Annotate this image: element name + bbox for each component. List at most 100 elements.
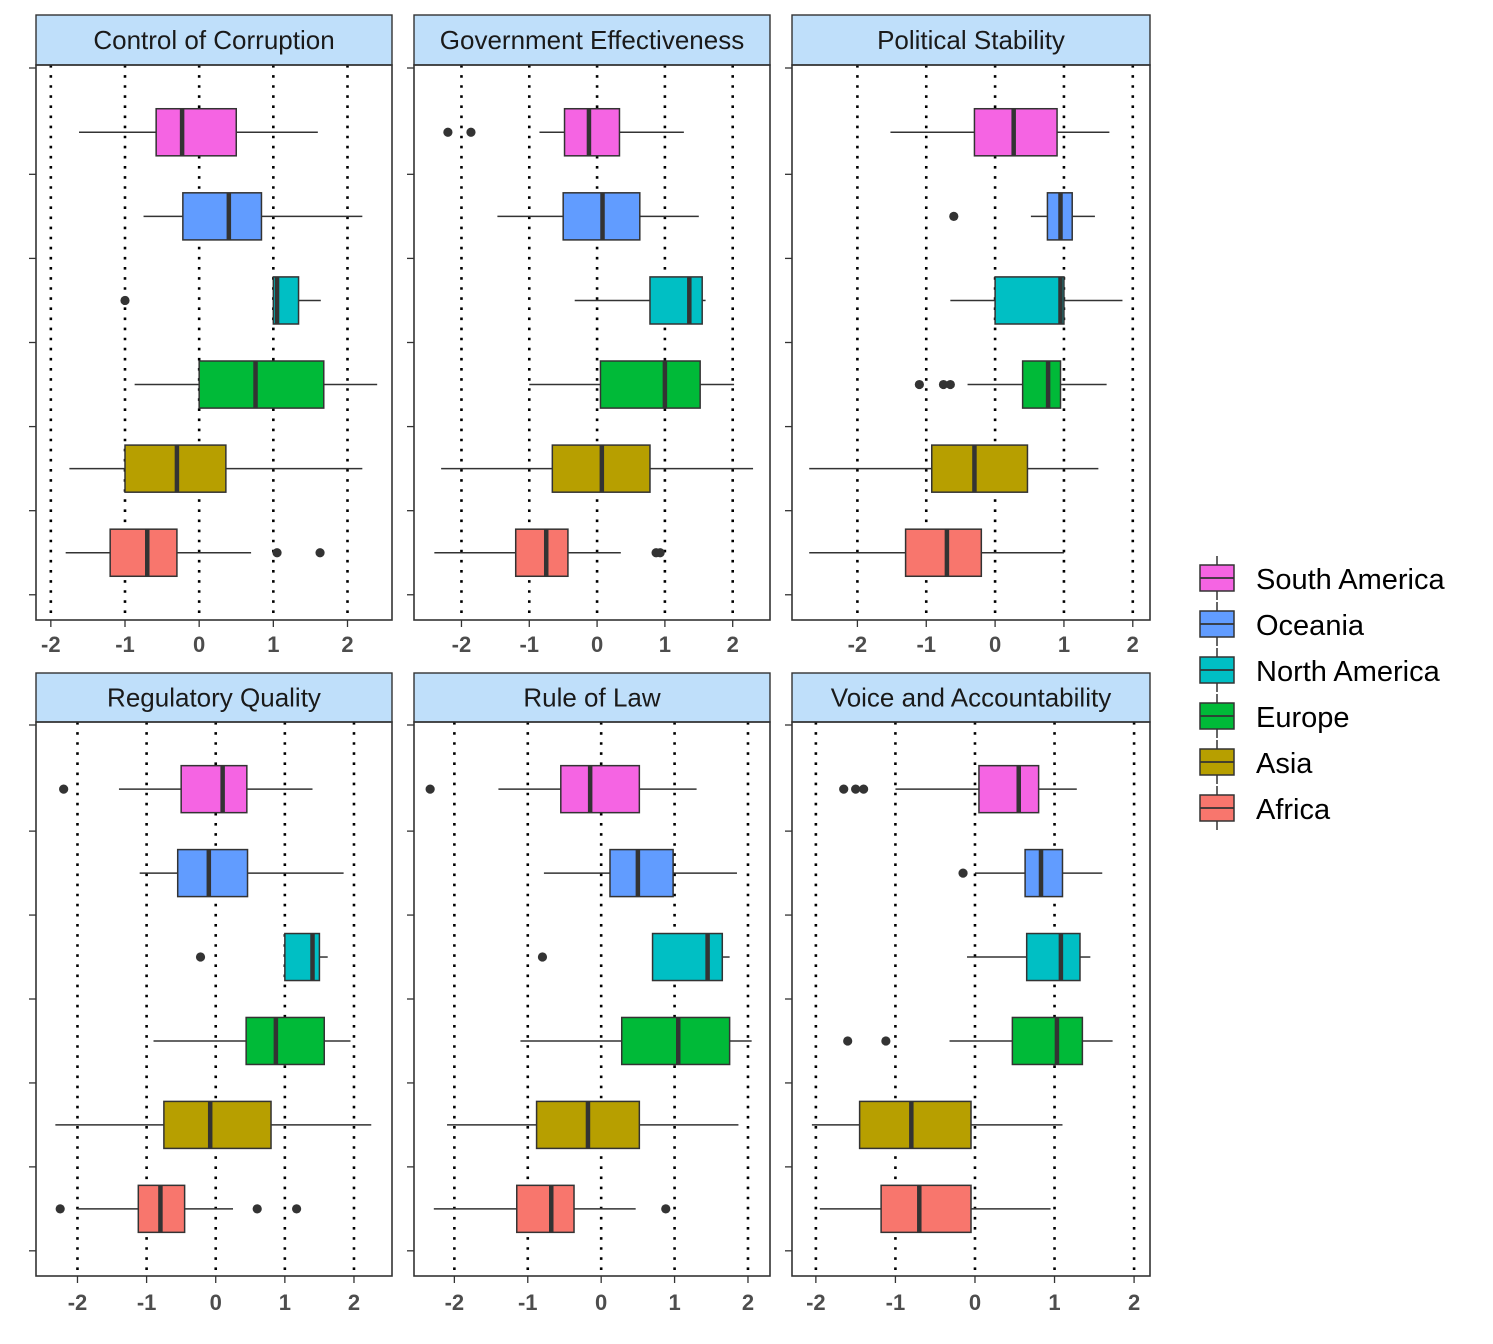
- outlier-point: [252, 1204, 262, 1214]
- facet-title: Rule of Law: [523, 683, 661, 713]
- x-tick-label: 2: [1127, 632, 1139, 657]
- box-iqr: [155, 107, 237, 157]
- box-europe: [914, 360, 1107, 409]
- x-tick-label: 2: [1128, 1290, 1140, 1315]
- box-iqr: [516, 1184, 575, 1234]
- box-iqr: [931, 444, 1029, 493]
- box-north-america: [967, 932, 1091, 982]
- outlier-point: [466, 127, 476, 137]
- box-iqr: [163, 1100, 272, 1150]
- box-north-america: [574, 276, 706, 325]
- x-tick-label: -1: [518, 1290, 538, 1315]
- box-iqr: [609, 848, 674, 898]
- x-tick-label: -2: [445, 1290, 465, 1315]
- outlier-point: [859, 784, 869, 794]
- box-africa: [55, 1184, 302, 1234]
- box-oceania: [143, 192, 363, 241]
- facet-strip: [791, 672, 1151, 723]
- panel-4: Regulatory Quality -2 -1 0 1 2: [29, 672, 393, 1315]
- x-tick-label: 1: [279, 1290, 291, 1315]
- box-iqr: [858, 1100, 972, 1150]
- x-tick-label: 1: [267, 632, 279, 657]
- box-africa: [433, 1184, 671, 1234]
- box-asia: [441, 444, 754, 493]
- outlier-point: [958, 868, 968, 878]
- box-south-america: [425, 764, 697, 814]
- x-tick-label: -1: [137, 1290, 157, 1315]
- box-iqr: [904, 528, 983, 578]
- outlier-point: [843, 1036, 853, 1046]
- facet-title: Voice and Accountability: [831, 683, 1111, 713]
- legend-item-north-america: North America: [1199, 648, 1441, 692]
- box-iqr: [176, 848, 249, 898]
- box-asia: [55, 1100, 372, 1150]
- box-asia: [447, 1100, 739, 1150]
- outlier-point: [661, 1204, 671, 1214]
- box-iqr: [599, 360, 701, 409]
- box-africa: [809, 528, 1064, 578]
- box-iqr: [198, 360, 325, 409]
- legend-item-africa: Africa: [1199, 786, 1331, 830]
- facet-strip: [413, 14, 771, 66]
- panel-2: Government Effectiveness -2 -1 0 1 2: [407, 14, 771, 657]
- box-iqr: [245, 1016, 326, 1066]
- legend-item-europe: Europe: [1199, 694, 1350, 738]
- panel-1: Control of Corruption -2 -1 0 1 2: [29, 14, 393, 657]
- box-iqr: [994, 276, 1065, 325]
- x-tick-label: -2: [452, 632, 472, 657]
- facet-title: Regulatory Quality: [107, 683, 321, 713]
- box-north-america: [950, 276, 1123, 325]
- facet-title: Political Stability: [877, 25, 1065, 55]
- x-tick-label: 2: [727, 632, 739, 657]
- facet-strip: [35, 14, 393, 66]
- x-tick-label: 1: [659, 632, 671, 657]
- box-iqr: [978, 764, 1040, 814]
- box-iqr: [109, 528, 178, 578]
- x-tick-label: -2: [41, 632, 61, 657]
- box-oceania: [949, 192, 1095, 241]
- box-europe: [520, 1016, 752, 1066]
- box-iqr: [1024, 848, 1064, 898]
- outlier-point: [881, 1036, 891, 1046]
- box-oceania: [958, 848, 1103, 898]
- box-south-america: [890, 107, 1110, 157]
- outlier-point: [292, 1204, 302, 1214]
- panel-6: Voice and Accountability -2 -1 0 1 2: [785, 672, 1151, 1315]
- outlier-point: [315, 548, 325, 558]
- box-iqr: [180, 764, 248, 814]
- box-north-america: [195, 932, 328, 982]
- x-tick-label: -1: [115, 632, 135, 657]
- x-tick-label: 0: [969, 1290, 981, 1315]
- box-iqr: [649, 276, 703, 325]
- legend-label: South America: [1256, 564, 1445, 596]
- outlier-point: [949, 211, 959, 221]
- outlier-point: [443, 127, 453, 137]
- facet-title: Government Effectiveness: [440, 25, 744, 55]
- x-tick-label: -1: [886, 1290, 906, 1315]
- x-tick-label: 0: [210, 1290, 222, 1315]
- outlier-point: [945, 379, 955, 390]
- box-iqr: [620, 1016, 731, 1066]
- legend-label: Europe: [1256, 702, 1350, 734]
- legend-label: Asia: [1256, 748, 1313, 780]
- x-tick-label: 1: [1048, 1290, 1060, 1315]
- outlier-point: [537, 952, 548, 962]
- legend-label: Africa: [1256, 794, 1331, 826]
- box-oceania: [497, 192, 699, 241]
- box-oceania: [543, 848, 737, 898]
- box-iqr: [880, 1184, 972, 1234]
- box-africa: [65, 528, 325, 578]
- box-africa: [434, 528, 665, 578]
- facet-strip: [413, 672, 771, 723]
- x-tick-label: 0: [591, 632, 603, 657]
- facet-strip: [35, 672, 393, 723]
- outlier-point: [839, 784, 849, 794]
- box-europe: [153, 1016, 351, 1066]
- box-south-america: [443, 107, 684, 157]
- legend-item-asia: Asia: [1199, 740, 1313, 784]
- outlier-point: [55, 1204, 65, 1214]
- facet-title: Control of Corruption: [93, 25, 334, 55]
- x-tick-label: -2: [68, 1290, 88, 1315]
- x-tick-label: 2: [348, 1290, 360, 1315]
